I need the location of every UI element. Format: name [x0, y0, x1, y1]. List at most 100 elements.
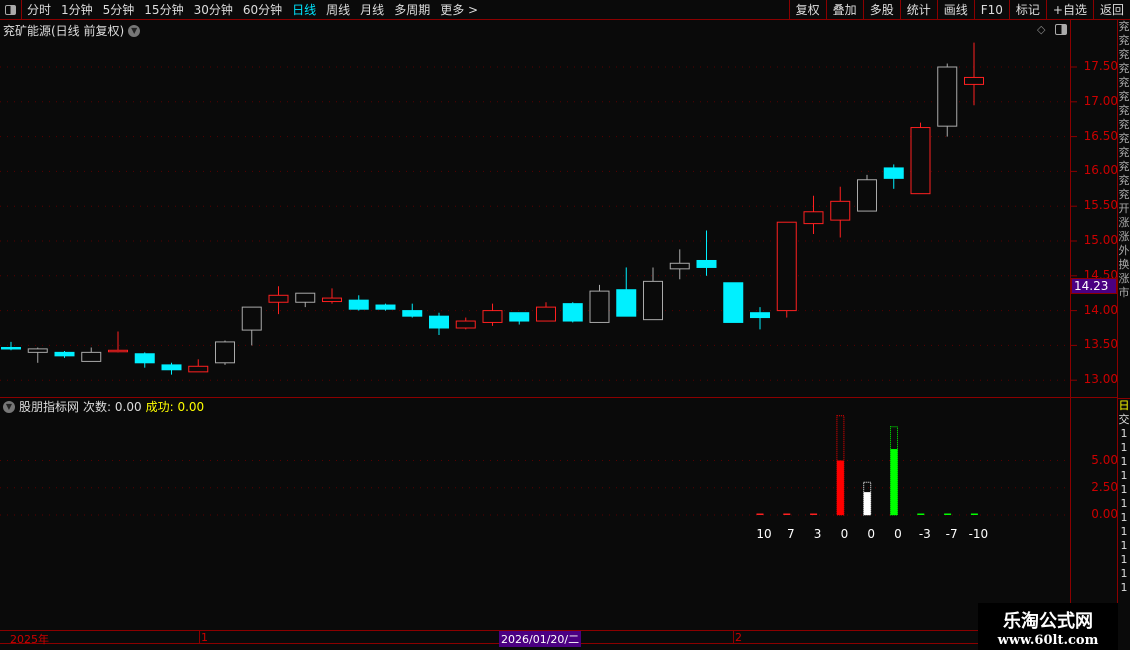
- indicator-bar: [890, 449, 898, 515]
- indicator-tick-label: 2.50: [1091, 479, 1118, 494]
- candle-body: [402, 310, 423, 317]
- candle-body: [562, 303, 583, 322]
- candle-body: [857, 179, 877, 212]
- price-tick-label: 16.00: [1083, 163, 1118, 178]
- period-tab[interactable]: 15分钟: [144, 3, 184, 17]
- candle-body: [455, 320, 476, 329]
- price-tick-label: 13.00: [1083, 372, 1118, 387]
- candle-body: [348, 299, 369, 310]
- watermark-title: 乐淘公式网: [1003, 611, 1093, 632]
- period-tab[interactable]: 多周期: [394, 3, 431, 17]
- toolbar-button[interactable]: 返回: [1092, 0, 1130, 20]
- indicator-bar-label: -10: [968, 527, 989, 541]
- candle-body: [910, 127, 931, 195]
- candle-body: [241, 306, 262, 331]
- date-year: 2025年: [10, 633, 49, 646]
- price-tick-label: 15.00: [1083, 233, 1118, 247]
- indicator-tick-label: 5.00: [1091, 452, 1118, 467]
- indicator-tick-label: 0.00: [1091, 507, 1118, 521]
- candle-body: [803, 211, 824, 225]
- period-tab[interactable]: 日线: [292, 3, 317, 17]
- indicator-bar: [863, 492, 871, 515]
- candle-body: [161, 364, 182, 371]
- price-tick-label: 13.50: [1083, 337, 1118, 352]
- period-tab[interactable]: 月线: [360, 3, 385, 17]
- candle-body: [589, 290, 610, 323]
- period-tab[interactable]: 1分钟: [61, 3, 93, 17]
- indicator-bar: [836, 460, 844, 515]
- toolbar-button[interactable]: F10: [973, 0, 1009, 20]
- indicator-bar: [917, 513, 925, 515]
- candle-body: [536, 306, 556, 322]
- indicator-name: 股朋指标网: [19, 400, 80, 414]
- toolbar: 分时 1分钟 5分钟 15分钟 30分钟 60分钟 日线 周线 月线 多周期 更多 > 复权 叠加 多股…: [0, 0, 1130, 20]
- period-tab[interactable]: 30分钟: [193, 3, 233, 17]
- indicator-bar-label: 0: [894, 527, 902, 541]
- candle-body: [54, 351, 75, 357]
- candle-body: [81, 351, 102, 362]
- candle-body: [776, 221, 797, 312]
- price-tick-label: 14.00: [1083, 302, 1118, 317]
- toolbar-button[interactable]: 复权: [788, 0, 826, 20]
- diamond-icon[interactable]: ◇: [1037, 23, 1046, 36]
- price-tick-label: 15.50: [1083, 198, 1118, 213]
- panel-divider: [0, 397, 1117, 398]
- toolbar-button[interactable]: 叠加: [825, 0, 863, 20]
- candle-body: [27, 348, 48, 353]
- date-cursor-label: 2026/01/20/二: [499, 631, 582, 647]
- date-month-1: 1: [199, 631, 208, 644]
- period-tab[interactable]: 60分钟: [242, 3, 283, 17]
- current-price-label: 14.23: [1071, 278, 1117, 294]
- chart-title: 兖矿能源(日线 前复权): [3, 24, 125, 38]
- indicator-bar-label: 0: [840, 527, 849, 541]
- price-tick-label: 16.50: [1083, 128, 1118, 143]
- candle-body: [616, 289, 637, 317]
- toolbar-button[interactable]: 标记: [1008, 0, 1046, 20]
- layout-toggle-icon[interactable]: [1055, 24, 1067, 35]
- candle-body: [188, 365, 209, 373]
- candle-body: [696, 259, 717, 268]
- candle-body: [375, 304, 396, 310]
- right-toolbar: 复权 叠加 多股 统计 画线 F10 标记 +自选 返回: [788, 0, 1130, 20]
- period-tab[interactable]: 分时: [27, 3, 52, 17]
- toolbar-button[interactable]: 多股: [862, 0, 900, 20]
- period-tab[interactable]: 5分钟: [102, 3, 135, 17]
- toolbar-button[interactable]: 画线: [936, 0, 974, 20]
- candle-body: [215, 341, 235, 364]
- candle-body: [108, 349, 128, 353]
- candle-body: [643, 280, 663, 321]
- indicator-bar: [970, 513, 978, 515]
- candlestick-chart: [0, 42, 1077, 516]
- candle-body: [429, 315, 449, 329]
- period-tab[interactable]: 周线: [326, 3, 351, 17]
- price-tick-label: 17.00: [1083, 93, 1118, 108]
- indicator-success: 成功: 0.00: [145, 400, 205, 414]
- indicator-bar: [944, 513, 952, 515]
- candle-body: [1, 346, 21, 350]
- chart-title-bar: 兖矿能源(日线 前复权) ▼: [3, 22, 141, 39]
- indicator-count: 次数: 0.00: [83, 400, 142, 414]
- candle-body: [482, 310, 503, 323]
- candle-body: [295, 292, 316, 303]
- indicator-bar: [810, 513, 818, 515]
- price-axis-line: [1070, 20, 1071, 630]
- chevron-down-icon[interactable]: ▼: [3, 400, 15, 413]
- candle-body: [322, 297, 342, 303]
- chevron-down-icon[interactable]: ▼: [128, 24, 141, 37]
- watermark-logo: 乐淘公式网 www.60lt.com: [978, 603, 1118, 650]
- panel-icon: [5, 4, 16, 15]
- indicator-bar-label: -7: [945, 527, 958, 541]
- indicator-bar-label: 7: [786, 527, 795, 541]
- toolbar-button[interactable]: 统计: [899, 0, 937, 20]
- candle-body: [268, 294, 289, 303]
- date-axis: 2025年 1 2026/01/20/二 2: [0, 630, 1117, 647]
- candle-body: [509, 312, 530, 322]
- period-tab[interactable]: 更多 >: [440, 3, 479, 17]
- candle-body: [883, 167, 904, 179]
- candle-body: [750, 312, 770, 319]
- toolbar-button[interactable]: +自选: [1045, 0, 1093, 20]
- indicator-bar-label: -3: [918, 527, 931, 541]
- indicator-bar-label: 10: [756, 527, 772, 541]
- panel-toggle-button[interactable]: [0, 0, 22, 20]
